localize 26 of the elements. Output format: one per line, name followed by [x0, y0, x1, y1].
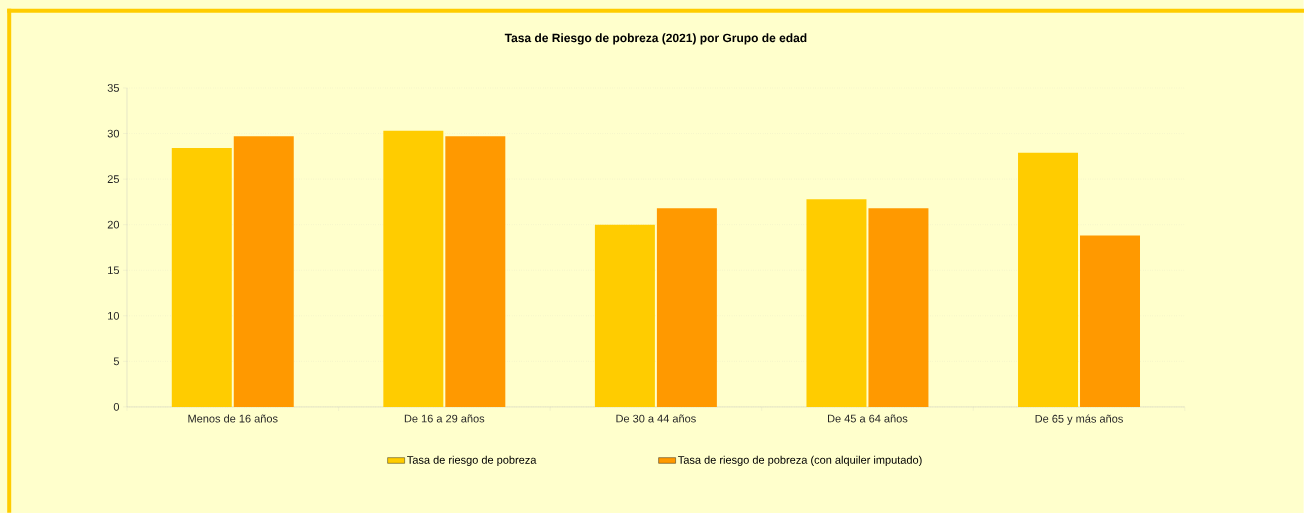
y-tick-label: 15: [108, 266, 120, 275]
bar: [1018, 152, 1079, 407]
y-tick-label: 5: [113, 357, 120, 366]
y-tick-label: 20: [107, 220, 120, 229]
bar: [656, 208, 717, 407]
x-tick-label: Menos de 16 años: [188, 414, 278, 423]
x-tick-label: De 30 a 44 años: [616, 414, 696, 423]
x-tick-label: De 45 a 64 años: [828, 414, 908, 423]
bar: [171, 148, 232, 407]
y-tick-label: 25: [107, 175, 120, 184]
bar: [233, 136, 294, 407]
legend-label: Tasa de riesgo de pobreza: [407, 455, 537, 467]
chart-title: Tasa de Riesgo de pobreza (2021) por Grupo de edad: [504, 33, 807, 45]
bar: [594, 224, 655, 407]
legend-label: Tasa de riesgo de pobreza (con alquiler imputado): [678, 455, 922, 467]
y-tick-label: 10: [108, 311, 120, 320]
bar: [1080, 235, 1140, 407]
y-tick-label: 0: [113, 403, 120, 411]
bar: [383, 130, 444, 407]
bar: [806, 199, 867, 407]
x-tick-label: De 65 y más años: [1035, 414, 1123, 425]
bar: [445, 136, 506, 407]
y-tick-label: 30: [107, 129, 120, 138]
y-tick-label: 35: [107, 84, 120, 92]
bar: [868, 208, 929, 407]
x-tick-label: De 16 a 29 años: [404, 414, 485, 423]
